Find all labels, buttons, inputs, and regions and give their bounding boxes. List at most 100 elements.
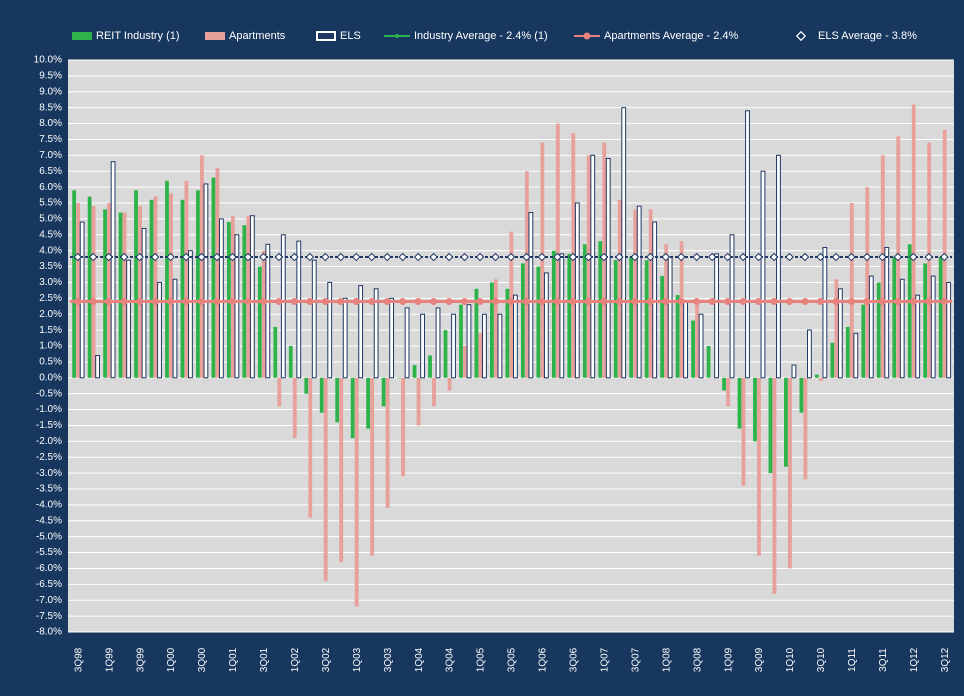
- bar: [459, 304, 463, 378]
- bar: [420, 313, 425, 379]
- average-marker: [491, 252, 500, 262]
- y-tick-label: -0.5%: [36, 388, 62, 399]
- bar: [938, 257, 943, 378]
- average-marker: [88, 252, 98, 262]
- bar: [428, 355, 432, 378]
- average-marker: [615, 252, 624, 262]
- bar: [675, 295, 680, 378]
- bar: [381, 377, 386, 407]
- bar: [915, 294, 921, 379]
- average-marker: [584, 298, 592, 306]
- x-tick-label: 3Q11: [878, 648, 889, 672]
- average-marker: [413, 252, 423, 262]
- bar: [319, 377, 324, 413]
- bar: [215, 168, 220, 378]
- x-tick-label: 1Q99: [104, 647, 115, 672]
- average-marker: [445, 298, 453, 306]
- legend-swatch: [795, 30, 807, 42]
- y-tick-label: 5.5%: [39, 198, 62, 209]
- bar: [524, 171, 529, 378]
- x-tick-label: 3Q05: [507, 647, 518, 672]
- bar: [211, 177, 216, 378]
- bar: [165, 180, 169, 378]
- average-marker: [755, 298, 763, 306]
- y-tick-label: 6.5%: [39, 166, 62, 177]
- legend-label: Apartments Average - 2.4%: [604, 30, 739, 42]
- x-tick-label: 1Q07: [599, 647, 610, 672]
- average-marker: [676, 252, 686, 262]
- bar: [354, 377, 359, 607]
- bar: [435, 307, 441, 379]
- average-marker: [662, 298, 670, 306]
- bar: [447, 377, 452, 391]
- legend-swatch: [395, 34, 399, 38]
- average-marker: [538, 298, 546, 306]
- average-marker: [197, 252, 206, 262]
- bar: [629, 257, 634, 378]
- bar: [788, 377, 792, 569]
- bar: [613, 260, 618, 378]
- average-marker: [631, 298, 639, 306]
- bar: [184, 180, 189, 378]
- average-marker: [940, 298, 948, 306]
- x-tick-label: 3Q07: [630, 647, 641, 672]
- bar: [648, 209, 653, 378]
- average-marker: [816, 252, 825, 262]
- bar: [582, 244, 587, 378]
- y-tick-label: 8.0%: [39, 118, 62, 129]
- y-tick-label: -7.0%: [36, 595, 62, 606]
- bar: [667, 256, 673, 379]
- average-marker: [228, 252, 237, 262]
- y-tick-label: 3.0%: [39, 277, 62, 288]
- average-marker: [305, 252, 315, 262]
- x-tick-label: 3Q06: [569, 647, 580, 672]
- average-marker: [692, 252, 701, 262]
- bar: [292, 377, 297, 439]
- average-marker: [135, 252, 144, 262]
- average-marker: [863, 298, 871, 306]
- average-marker: [893, 252, 903, 262]
- x-tick-label: 1Q08: [661, 647, 672, 672]
- average-marker: [739, 298, 747, 306]
- bar: [899, 278, 905, 379]
- bar: [574, 202, 580, 379]
- average-marker: [213, 298, 221, 306]
- bar: [370, 377, 375, 556]
- y-tick-label: 7.0%: [39, 150, 62, 161]
- legend-swatch: [318, 33, 334, 39]
- average-marker: [878, 252, 887, 262]
- bar: [91, 206, 96, 378]
- bar: [706, 346, 711, 378]
- bar: [304, 377, 309, 394]
- average-marker: [259, 298, 267, 306]
- bar: [172, 278, 178, 379]
- y-tick-label: 6.0%: [39, 182, 62, 193]
- y-tick-label: 5.0%: [39, 214, 62, 225]
- average-marker: [460, 252, 469, 262]
- x-tick-label: 3Q98: [73, 647, 84, 672]
- bar: [478, 333, 483, 378]
- bar: [644, 260, 649, 378]
- y-tick-label: 1.0%: [39, 341, 62, 352]
- average-marker: [476, 298, 484, 306]
- bar: [776, 154, 781, 379]
- bar: [923, 263, 928, 378]
- y-tick-label: 2.5%: [39, 293, 62, 304]
- y-tick-label: -2.5%: [36, 452, 62, 463]
- bar: [799, 377, 804, 413]
- bar: [695, 301, 699, 378]
- average-marker: [120, 298, 128, 306]
- legend-swatch: [72, 32, 92, 40]
- average-marker: [306, 298, 314, 306]
- x-tick-label: 1Q00: [166, 647, 177, 672]
- average-marker: [274, 252, 284, 262]
- bar: [679, 241, 684, 378]
- y-tick-label: -2.0%: [36, 436, 62, 447]
- bar: [567, 253, 572, 378]
- y-tick-label: -8.0%: [36, 627, 62, 638]
- average-marker: [646, 298, 654, 306]
- bar: [660, 276, 665, 378]
- x-tick-label: 3Q02: [321, 647, 332, 672]
- bar: [513, 294, 518, 379]
- bar: [180, 199, 185, 378]
